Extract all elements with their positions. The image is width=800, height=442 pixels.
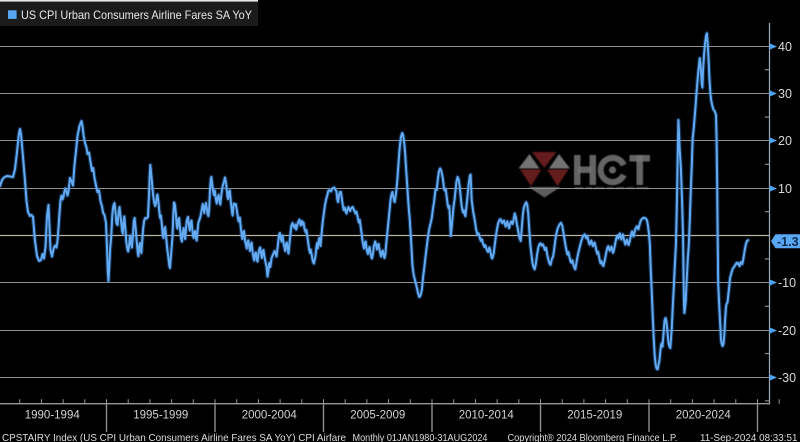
svg-text:CPSTAIRY Index (US CPI Urban C: CPSTAIRY Index (US CPI Urban Consumers A…	[2, 433, 346, 442]
svg-text:2000-2004: 2000-2004	[242, 410, 298, 422]
svg-text:2020-2024: 2020-2024	[676, 410, 732, 422]
svg-text:2015-2019: 2015-2019	[567, 410, 622, 422]
svg-text:-10: -10	[778, 276, 796, 290]
svg-text:2005-2009: 2005-2009	[350, 410, 405, 422]
svg-text:10: 10	[778, 182, 792, 196]
svg-text:2010-2014: 2010-2014	[459, 410, 515, 422]
svg-text:30: 30	[778, 87, 792, 101]
svg-text:20: 20	[778, 134, 792, 148]
svg-text:1990-1994: 1990-1994	[25, 410, 81, 422]
svg-text:1995-1999: 1995-1999	[133, 410, 188, 422]
svg-text:11-Sep-2024 08:33:51: 11-Sep-2024 08:33:51	[700, 433, 798, 442]
svg-text:-30: -30	[778, 371, 796, 385]
svg-text:Monthly 01JAN1980-31AUG2024: Monthly 01JAN1980-31AUG2024	[353, 433, 488, 442]
svg-text:-20: -20	[778, 324, 796, 338]
svg-text:40: 40	[778, 40, 792, 54]
svg-text:US CPI Urban Consumers Airline: US CPI Urban Consumers Airline Fares SA …	[21, 9, 252, 22]
svg-text:-1.3: -1.3	[777, 235, 799, 249]
svg-text:Copyright® 2024 Bloomberg Fina: Copyright® 2024 Bloomberg Finance L.P.	[508, 433, 678, 442]
